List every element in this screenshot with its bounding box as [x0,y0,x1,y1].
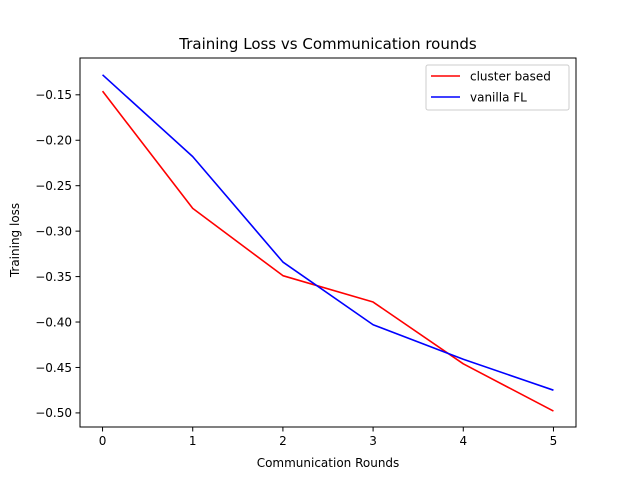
series-line-1 [102,74,554,391]
y-tick-label: −0.50 [35,406,72,420]
plot-area [101,74,554,412]
legend-label-0: cluster based [470,69,551,83]
axes: 0 1 2 3 4 5 −0.15 −0.20 −0.25 −0.30 −0.35 −0.40 −0.4… [35,57,577,448]
x-tick-label: 4 [459,434,467,448]
axes-frame [79,57,577,428]
y-tick-label: −0.15 [35,88,72,102]
x-tick-label: 0 [99,434,107,448]
x-axis-label: Communication Rounds [257,456,400,470]
y-axis-label: Training loss [8,203,22,278]
x-tick-label: 2 [279,434,287,448]
chart-title: Training Loss vs Communication rounds [178,35,477,53]
series-line-0 [101,90,554,412]
y-tick-label: −0.35 [35,270,72,284]
y-tick-label: −0.25 [35,179,72,193]
y-tick-label: −0.40 [35,315,72,329]
x-tick-label: 5 [550,434,558,448]
legend: cluster based vanilla FL [425,64,570,111]
y-tick-label: −0.30 [35,224,72,238]
legend-box [425,64,570,111]
legend-label-1: vanilla FL [470,90,527,104]
y-tick-label: −0.20 [35,134,72,148]
x-tick-label: 3 [369,434,377,448]
y-tick-label: −0.45 [35,361,72,375]
x-tick-label: 1 [189,434,197,448]
